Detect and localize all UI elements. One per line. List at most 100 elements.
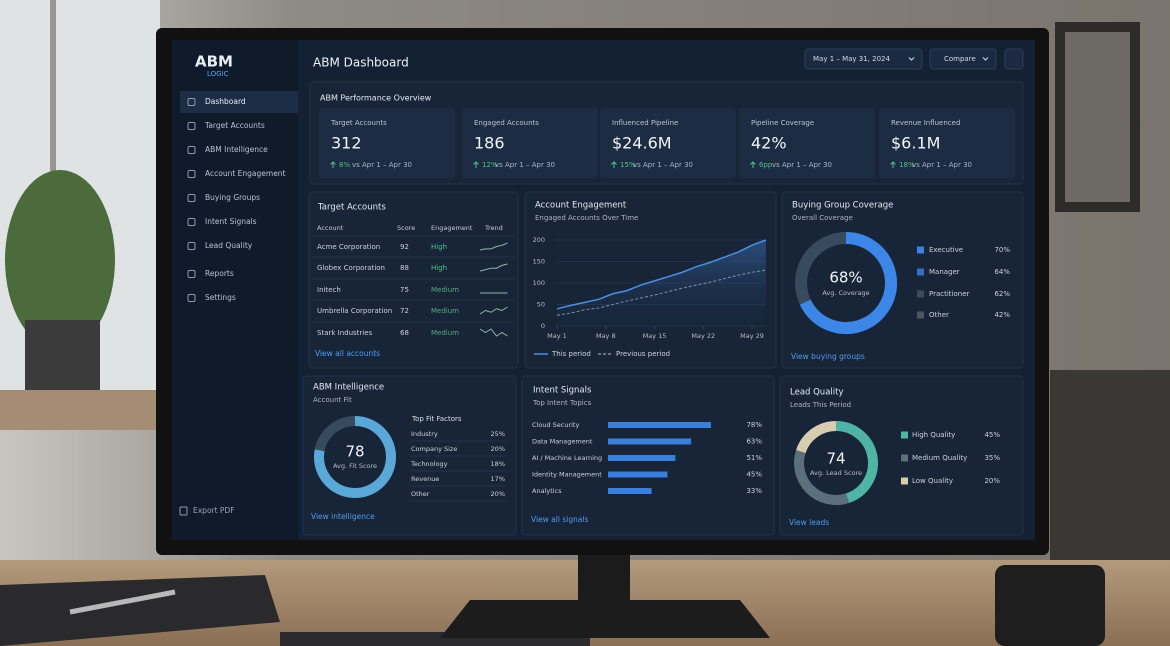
legend-label: Other	[929, 311, 949, 319]
date-button[interactable]	[804, 48, 923, 70]
section-title: Lead Quality	[790, 388, 844, 398]
factors-title: Top Fit Factors	[411, 415, 462, 423]
legend-value: 45%	[984, 431, 1000, 439]
nav-item[interactable]: ABM Intelligence	[205, 145, 268, 154]
section-subtitle: Overall Coverage	[792, 214, 853, 222]
section-title: Account Engagement	[535, 201, 627, 211]
nav-item[interactable]: Lead Quality	[205, 241, 253, 250]
kpi-change: 15%	[620, 161, 636, 169]
factor-value: 20%	[491, 490, 505, 498]
factor-name: Company Size	[411, 445, 457, 453]
link[interactable]: View leads	[789, 518, 829, 527]
page-title: ABM Dashboard	[313, 56, 409, 70]
kpi-card	[600, 108, 736, 178]
kpi-card	[739, 108, 875, 178]
nav-item[interactable]: Settings	[205, 293, 236, 302]
kpi-change: 12%	[482, 161, 498, 169]
nav-icon	[187, 146, 196, 154]
donut-caption: Avg. Lead Score	[810, 469, 862, 477]
account-score: 68	[400, 329, 409, 337]
y-tick-label: 200	[533, 236, 545, 244]
legend-swatch	[917, 311, 924, 319]
legend-label: High Quality	[912, 431, 955, 439]
monitor-base	[440, 600, 770, 638]
bar	[608, 438, 692, 445]
sparkline	[479, 263, 508, 272]
donut-segment	[794, 450, 849, 505]
x-tick-label: May 29	[740, 332, 764, 340]
factor-name: Industry	[411, 430, 438, 438]
y-tick-label: 100	[533, 279, 545, 287]
legend-label: Executive	[929, 246, 963, 254]
legend-swatch	[901, 477, 908, 485]
legend-value: 70%	[994, 246, 1010, 254]
nav-item[interactable]: Intent Signals	[205, 217, 257, 226]
x-tick-label: May 15	[643, 332, 667, 340]
section-subtitle: Engaged Accounts Over Time	[535, 214, 638, 222]
legend-label: This period	[551, 350, 591, 358]
x-tick-label: May 8	[596, 332, 616, 340]
mug	[995, 565, 1105, 646]
grid-button[interactable]	[1004, 48, 1024, 70]
section-title: Target Accounts	[317, 203, 386, 213]
wall-art	[1065, 32, 1130, 202]
link[interactable]: View buying groups	[791, 352, 865, 361]
bar-value: 33%	[746, 487, 762, 495]
factor-value: 17%	[491, 475, 505, 483]
nav-icon	[187, 122, 196, 130]
nav-item[interactable]: Account Engagement	[205, 169, 286, 178]
legend-label: Low Quality	[912, 477, 953, 485]
engagement-level: Medium	[431, 286, 459, 294]
account-score: 72	[400, 307, 409, 315]
x-tick-label: May 22	[691, 332, 715, 340]
donut-segment	[835, 421, 878, 503]
nav-icon	[187, 242, 196, 250]
legend-value: 64%	[994, 268, 1010, 276]
up-arrow	[330, 161, 336, 168]
donut-caption: Avg. Coverage	[822, 289, 869, 297]
account-name: Umbrella Corporation	[317, 307, 392, 315]
legend-swatch	[901, 454, 908, 462]
nav-item[interactable]: Buying Groups	[205, 193, 260, 202]
export-button[interactable]: Export PDF	[193, 506, 235, 515]
section-title: Buying Group Coverage	[792, 201, 893, 211]
column-header: Trend	[484, 224, 503, 232]
legend-label: Previous period	[616, 350, 670, 358]
kpi-value: $6.1M	[891, 134, 940, 153]
up-arrow	[750, 161, 756, 168]
kpi-value: $24.6M	[612, 134, 672, 153]
nav-icon	[187, 98, 196, 106]
kpi-period: vs Apr 1 – Apr 30	[912, 161, 972, 169]
kpi-value: 186	[474, 134, 505, 153]
account-score: 88	[400, 264, 409, 272]
link[interactable]: View all accounts	[315, 349, 380, 358]
account-name: Stark Industries	[317, 329, 373, 337]
donut-value: 68%	[829, 269, 862, 287]
brand-name: ABM	[195, 53, 233, 71]
nav-item[interactable]: Target Accounts	[204, 121, 265, 130]
kpi-card	[319, 108, 455, 178]
legend-label: Manager	[929, 268, 960, 276]
section-subtitle: Leads This Period	[790, 401, 851, 409]
date-range: May 1 – May 31, 2024	[813, 55, 891, 63]
section-subtitle: Top Intent Topics	[532, 399, 592, 407]
link[interactable]: View intelligence	[311, 512, 375, 521]
donut-segment	[796, 421, 837, 454]
sidebar	[172, 40, 298, 540]
up-arrow	[473, 161, 479, 168]
section-subtitle: Account Fit	[313, 396, 352, 404]
donut-value: 74	[826, 450, 845, 468]
nav-item[interactable]: Reports	[205, 269, 234, 278]
link[interactable]: View all signals	[531, 515, 589, 524]
nav-item[interactable]: Dashboard	[205, 97, 246, 106]
notebook	[0, 575, 280, 646]
compare-button[interactable]	[929, 48, 997, 70]
column-header: Account	[317, 224, 344, 232]
legend-value: 42%	[994, 311, 1010, 319]
donut-value: 78	[345, 443, 364, 461]
factor-value: 18%	[491, 460, 505, 468]
bar-value: 45%	[746, 471, 762, 479]
bar-value: 63%	[746, 438, 762, 446]
donut-arc	[799, 232, 897, 334]
